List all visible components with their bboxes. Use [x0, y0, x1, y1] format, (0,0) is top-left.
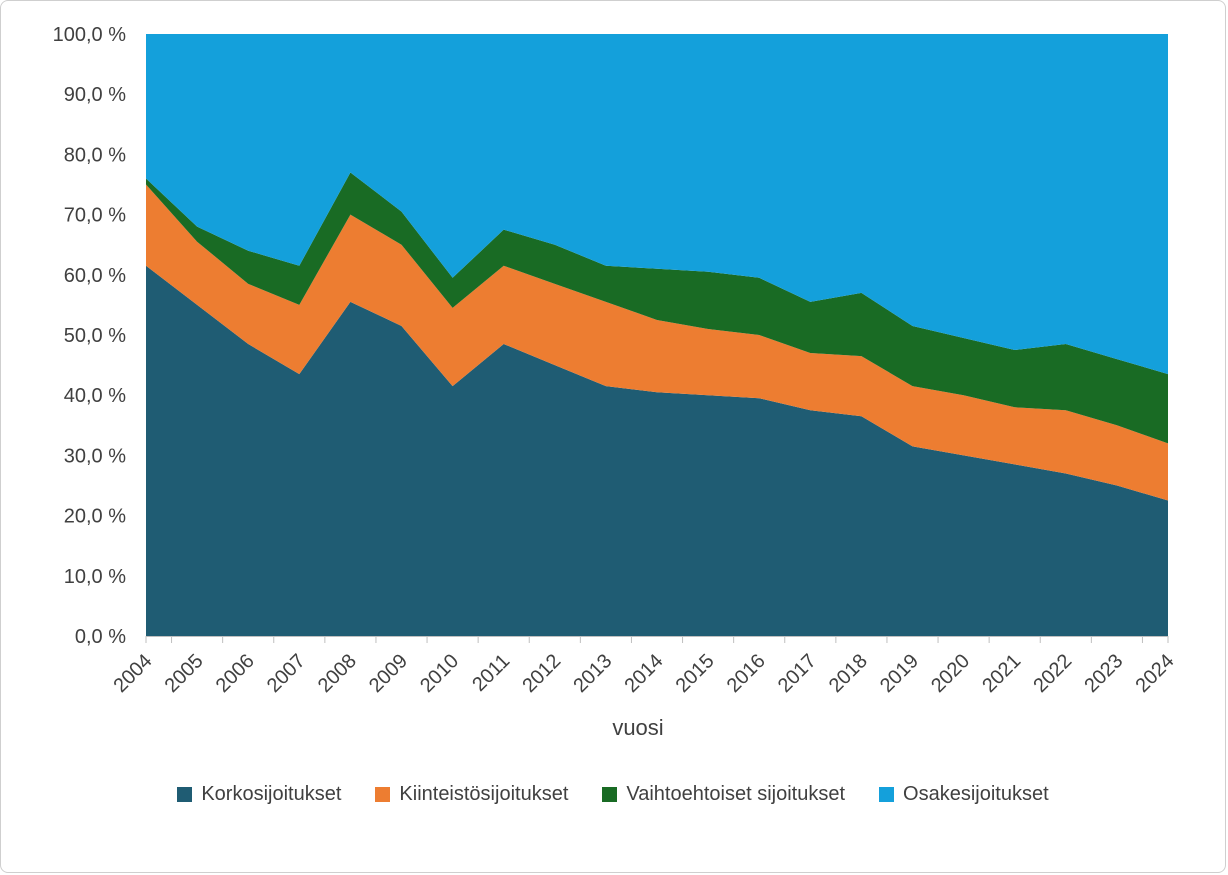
x-tick-label: 2006 — [212, 650, 259, 697]
y-tick-label: 80,0 % — [64, 144, 126, 166]
legend-item-korkosijoitukset: Korkosijoitukset — [177, 783, 341, 806]
x-tick-label: 2016 — [723, 650, 770, 697]
y-tick-label: 60,0 % — [64, 265, 126, 287]
x-tick-label: 2008 — [314, 650, 361, 697]
legend-swatch-vaihtoehtoiset-sijoitukset — [602, 787, 618, 802]
x-tick-label: 2019 — [876, 650, 923, 697]
legend-item-osakesijoitukset: Osakesijoitukset — [879, 783, 1049, 806]
area-osakesijoitukset — [146, 34, 1168, 375]
area-vaihtoehtoiset-sijoitukset — [146, 172, 1168, 444]
y-tick-label: 30,0 % — [64, 445, 126, 467]
x-tick-label: 2005 — [161, 650, 208, 697]
legend-swatch-korkosijoitukset — [177, 787, 193, 802]
area-korkosijoitukset — [146, 265, 1168, 636]
legend-label-vaihtoehtoiset-sijoitukset: Vaihtoehtoiset sijoitukset — [626, 783, 846, 805]
legend-label-osakesijoitukset: Osakesijoitukset — [903, 783, 1049, 805]
x-tick-label: 2012 — [518, 650, 565, 697]
y-tick-label: 20,0 % — [64, 506, 126, 528]
x-tick-label: 2017 — [774, 650, 821, 697]
y-tick-label: 100,0 % — [53, 24, 127, 46]
x-tick-label: 2023 — [1080, 650, 1127, 697]
y-tick-label: 10,0 % — [64, 566, 126, 588]
legend-item-kiinteistosijoitukset: Kiinteistösijoitukset — [375, 783, 568, 806]
x-tick-label: 2024 — [1132, 650, 1179, 697]
x-tick-label: 2007 — [263, 650, 310, 697]
x-tick-label: 2013 — [569, 650, 616, 697]
y-tick-label: 0,0 % — [75, 626, 126, 648]
x-tick-label: 2010 — [416, 650, 463, 697]
x-tick-label: 2018 — [825, 650, 872, 697]
x-tick-label: 2009 — [365, 650, 412, 697]
area-kiinteistosijoitukset — [146, 184, 1168, 501]
chart-legend: Korkosijoitukset Kiinteistösijoitukset V… — [1, 783, 1225, 806]
legend-item-vaihtoehtoiset-sijoitukset: Vaihtoehtoiset sijoitukset — [602, 783, 845, 806]
legend-swatch-kiinteistosijoitukset — [375, 787, 391, 802]
legend-swatch-osakesijoitukset — [879, 787, 895, 802]
y-tick-label: 90,0 % — [64, 84, 126, 106]
x-tick-label: 2021 — [978, 650, 1025, 697]
x-axis-title: vuosi — [612, 715, 664, 740]
x-tick-label: 2020 — [927, 650, 974, 697]
y-tick-label: 40,0 % — [64, 385, 126, 407]
x-tick-label: 2022 — [1029, 650, 1076, 697]
stacked-area-chart: 0,0 % 10,0 % 20,0 % 30,0 % 40,0 % 50,0 % 60,0 … — [53, 24, 1179, 697]
legend-label-kiinteistosijoitukset: Kiinteistösijoitukset — [399, 783, 569, 805]
legend-label-korkosijoitukset: Korkosijoitukset — [201, 783, 342, 805]
x-tick-label: 2015 — [672, 650, 719, 697]
y-tick-label: 70,0 % — [64, 205, 126, 227]
x-tick-label: 2014 — [621, 650, 668, 697]
x-tick-label: 2004 — [110, 650, 157, 697]
y-tick-label: 50,0 % — [64, 325, 126, 347]
x-tick-label: 2011 — [468, 650, 514, 696]
